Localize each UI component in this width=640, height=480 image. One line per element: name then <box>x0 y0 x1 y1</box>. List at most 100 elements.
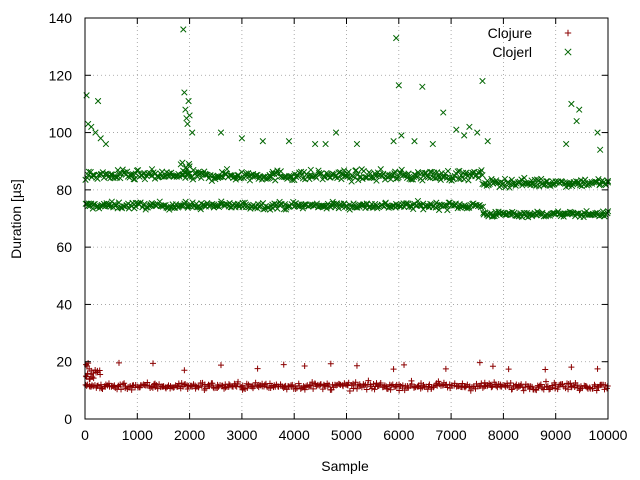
point-marker <box>405 170 412 177</box>
point-marker <box>85 360 92 367</box>
point-marker <box>581 176 589 183</box>
point-marker <box>180 202 187 209</box>
point-marker <box>185 160 193 168</box>
point-marker <box>144 379 151 386</box>
point-marker <box>565 386 572 393</box>
point-marker <box>442 365 449 372</box>
point-marker <box>348 178 355 185</box>
point-marker <box>166 206 173 213</box>
point-marker <box>594 365 601 372</box>
point-marker <box>466 123 473 130</box>
point-marker <box>218 168 226 176</box>
point-marker <box>363 386 370 393</box>
point-marker <box>102 140 110 148</box>
point-marker <box>568 100 575 108</box>
point-marker <box>475 174 482 181</box>
point-marker <box>597 146 604 153</box>
point-marker <box>254 365 261 372</box>
point-marker <box>350 173 357 180</box>
point-marker <box>217 362 224 369</box>
point-marker <box>368 385 375 392</box>
legend-label-clojure: Clojure <box>488 25 533 41</box>
point-marker <box>446 174 454 181</box>
point-marker <box>533 387 540 394</box>
point-marker <box>214 174 222 182</box>
point-marker <box>586 384 593 391</box>
y-tick-label: 0 <box>64 411 72 427</box>
point-marker <box>444 167 452 175</box>
point-marker <box>90 370 97 377</box>
point-marker <box>395 82 402 89</box>
point-marker <box>184 170 191 177</box>
point-marker <box>239 382 246 389</box>
point-marker <box>411 138 418 145</box>
point-marker <box>461 202 468 209</box>
point-marker <box>594 129 601 136</box>
point-marker <box>567 380 574 387</box>
point-marker <box>483 182 490 189</box>
point-marker <box>373 177 380 184</box>
point-marker <box>334 174 341 182</box>
point-marker <box>107 171 115 178</box>
point-marker <box>352 167 360 174</box>
point-marker <box>591 381 598 388</box>
y-tick-label: 120 <box>49 67 73 83</box>
y-tick-label: 100 <box>49 125 73 141</box>
legend-label-clojerl: Clojerl <box>492 44 532 60</box>
point-marker <box>237 383 244 390</box>
point-marker <box>115 359 122 366</box>
point-marker <box>377 166 384 173</box>
point-marker <box>522 384 529 391</box>
point-marker <box>342 172 349 180</box>
point-marker <box>182 106 189 113</box>
point-marker <box>285 138 293 145</box>
point-marker <box>474 169 482 176</box>
x-tick-label: 6000 <box>383 427 414 443</box>
point-marker <box>509 386 516 393</box>
point-marker <box>353 140 361 148</box>
point-marker <box>259 138 266 145</box>
point-marker <box>154 385 161 392</box>
point-marker <box>189 176 197 183</box>
point-marker <box>476 359 483 366</box>
point-marker <box>242 170 250 177</box>
point-marker <box>479 77 486 85</box>
point-marker <box>403 200 410 207</box>
point-marker <box>335 169 342 176</box>
point-marker <box>427 200 434 208</box>
point-marker <box>396 387 403 394</box>
point-marker <box>223 165 231 173</box>
point-marker <box>215 173 222 180</box>
point-marker <box>532 386 539 393</box>
point-marker <box>212 202 219 209</box>
point-marker <box>345 379 352 386</box>
point-marker <box>197 206 204 213</box>
point-marker <box>484 138 491 145</box>
point-marker <box>564 29 572 37</box>
point-marker <box>90 375 97 382</box>
point-marker <box>105 380 112 387</box>
point-marker <box>92 129 99 136</box>
point-marker <box>84 202 92 210</box>
point-marker <box>322 140 329 148</box>
point-marker <box>249 173 257 180</box>
point-marker <box>356 173 363 181</box>
point-marker <box>121 380 128 387</box>
point-marker <box>426 381 433 388</box>
point-marker <box>381 382 388 389</box>
point-marker <box>303 383 310 390</box>
point-marker <box>336 381 343 388</box>
point-marker <box>105 203 112 210</box>
point-marker <box>562 385 569 392</box>
point-marker <box>478 380 485 387</box>
point-marker <box>408 381 415 388</box>
point-marker <box>317 381 324 388</box>
legend-marker-clojure <box>564 29 572 37</box>
point-marker <box>295 173 302 180</box>
point-marker <box>315 169 323 177</box>
point-marker <box>301 363 308 370</box>
point-marker <box>178 171 185 179</box>
point-marker <box>401 361 408 368</box>
point-marker <box>189 129 196 136</box>
